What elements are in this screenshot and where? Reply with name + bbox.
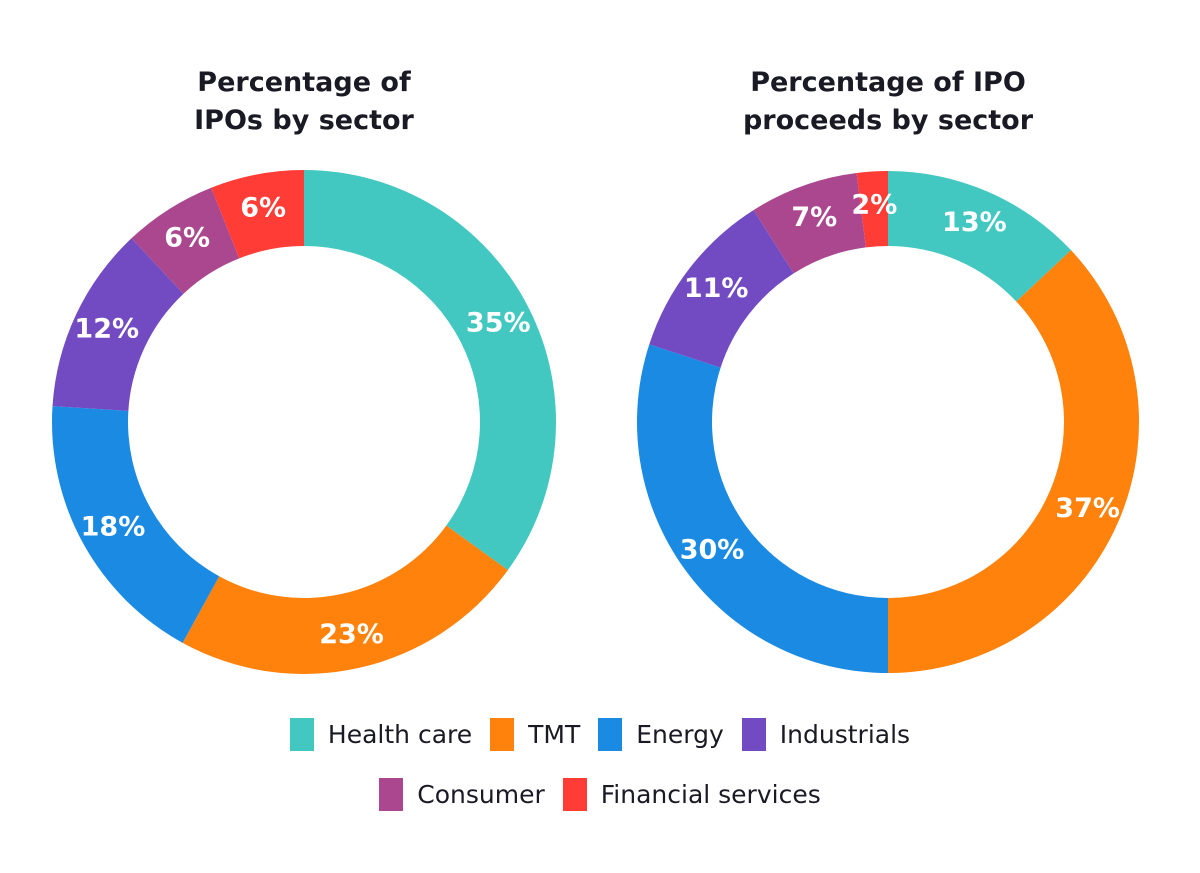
slice-label-energy: 18% xyxy=(81,512,146,543)
legend-label: Energy xyxy=(636,720,724,749)
chart-title-line: Percentage of IPO xyxy=(750,67,1026,98)
legend-item-financial-services: Financial services xyxy=(562,778,821,811)
slice-label-tmt: 37% xyxy=(1055,493,1120,524)
donut-slice-health-care xyxy=(304,170,556,571)
chart-title-line: proceeds by sector xyxy=(742,105,1034,136)
donut-slice-consumer xyxy=(131,187,240,294)
legend-item-consumer: Consumer xyxy=(379,778,545,811)
slice-label-consumer: 7% xyxy=(791,202,837,233)
slice-label-industrials: 12% xyxy=(74,314,139,345)
donut-slice-financial-services xyxy=(856,171,888,248)
slice-label-tmt: 23% xyxy=(319,619,384,650)
slice-label-energy: 30% xyxy=(680,534,745,565)
donut-slice-financial-services xyxy=(211,170,304,259)
donut-slice-industrials xyxy=(649,210,794,368)
legend-swatch xyxy=(562,778,587,811)
chart-title-proceeds-by-sector: Percentage of IPO proceeds by sector xyxy=(688,64,1088,140)
legend-swatch xyxy=(741,718,766,751)
slice-label-financial-services: 2% xyxy=(851,189,897,220)
donut-slice-industrials xyxy=(52,238,184,411)
legend-swatch xyxy=(379,778,404,811)
legend-item-health-care: Health care xyxy=(289,718,473,751)
legend-label: Health care xyxy=(327,720,473,749)
legend-swatch xyxy=(598,718,623,751)
slice-label-health-care: 13% xyxy=(942,207,1007,238)
donut-slice-health-care xyxy=(888,171,1071,302)
legend-item-energy: Energy xyxy=(598,718,724,751)
legend-item-industrials: Industrials xyxy=(741,718,911,751)
legend-swatch xyxy=(490,718,515,751)
slice-label-health-care: 35% xyxy=(466,308,531,339)
donut-slice-tmt xyxy=(888,250,1139,673)
donut-chart-proceeds: 13% 37% 30% 11% 7% 2% xyxy=(637,171,1139,673)
legend-item-tmt: TMT xyxy=(490,718,580,751)
donut-slice-energy xyxy=(52,406,220,643)
slice-label-industrials: 11% xyxy=(684,273,749,304)
legend-label: Consumer xyxy=(417,780,545,809)
legend-label: Financial services xyxy=(600,780,821,809)
chart-title-ipos-by-sector: Percentage of IPOs by sector xyxy=(154,64,454,140)
donut-slice-tmt xyxy=(182,525,508,674)
donut-slice-energy xyxy=(637,344,888,673)
legend-row: Consumer Financial services xyxy=(0,778,1200,811)
legend-label: Industrials xyxy=(779,720,911,749)
legend-label: TMT xyxy=(528,720,581,749)
legend-row: Health care TMT Energy Industrials xyxy=(0,718,1200,751)
chart-title-line: Percentage of xyxy=(197,67,411,98)
slice-label-consumer: 6% xyxy=(164,222,210,253)
donut-slice-consumer xyxy=(753,172,866,274)
donut-chart-ipos: 35% 23% 18% 12% 6% 6% xyxy=(52,170,556,674)
chart-title-line: IPOs by sector xyxy=(194,105,414,136)
slice-label-financial-services: 6% xyxy=(240,192,286,223)
legend-swatch xyxy=(289,718,314,751)
